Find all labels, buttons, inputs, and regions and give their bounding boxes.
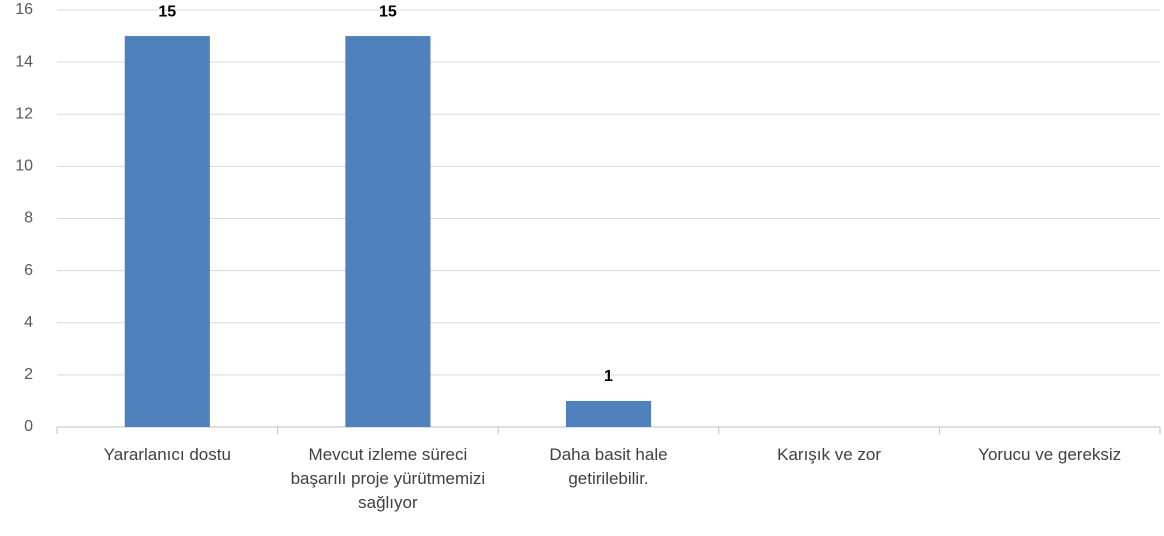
bar [124,36,210,427]
data-label: 15 [158,3,176,20]
bar [565,400,652,427]
y-tick-label: 16 [15,1,33,18]
x-tick-label: Mevcut izleme süreci başarılı proje yürü… [290,445,486,512]
data-label: 15 [379,3,397,20]
y-tick-label: 2 [24,366,33,383]
y-tick-label: 0 [24,418,33,435]
x-tick-label: Yararlanıcı dostu [103,445,231,464]
x-tick-label: Daha basit hale getirilebilir. [549,445,668,488]
bar [345,36,431,427]
data-label: 1 [604,368,613,385]
y-tick-label: 14 [15,53,33,70]
y-tick-label: 4 [24,314,33,331]
x-tick-label: Yorucu ve gereksiz [978,445,1122,464]
y-tick-label: 10 [15,158,33,175]
y-tick-label: 12 [15,105,33,122]
x-tick-label: Karışık ve zor [777,445,882,464]
y-tick-label: 8 [24,210,33,227]
y-tick-label: 6 [24,262,33,279]
